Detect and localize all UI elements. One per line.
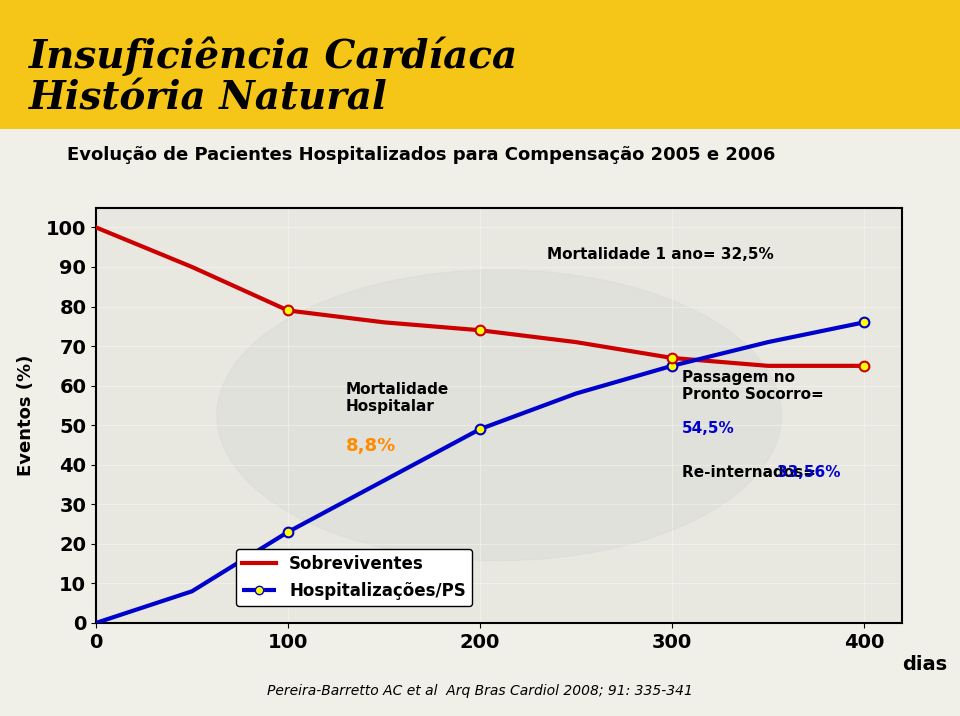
Sobreviventes xyxy=(474,326,486,334)
Hospitalizações/PS xyxy=(378,476,390,485)
Hospitalizações/PS xyxy=(90,619,102,627)
Sobreviventes xyxy=(282,306,294,315)
Text: Pereira-Barretto AC et al  Arq Bras Cardiol 2008; 91: 335-341: Pereira-Barretto AC et al Arq Bras Cardi… xyxy=(267,684,693,698)
Text: Passagem no
Pronto Socorro=: Passagem no Pronto Socorro= xyxy=(682,369,828,402)
Line: Sobreviventes: Sobreviventes xyxy=(96,228,864,366)
Text: Evolução de Pacientes Hospitalizados para Compensação 2005 e 2006: Evolução de Pacientes Hospitalizados par… xyxy=(67,145,776,164)
Text: Insuficiência Cardíaca: Insuficiência Cardíaca xyxy=(29,36,518,76)
Y-axis label: Eventos (%): Eventos (%) xyxy=(16,354,35,476)
Hospitalizações/PS xyxy=(858,318,870,326)
Line: Hospitalizações/PS: Hospitalizações/PS xyxy=(96,322,864,623)
Text: Mortalidade
Hospitalar: Mortalidade Hospitalar xyxy=(346,382,449,414)
Text: 33,56%: 33,56% xyxy=(777,465,840,480)
Text: Mortalidade 1 ano= 32,5%: Mortalidade 1 ano= 32,5% xyxy=(547,247,774,262)
Sobreviventes xyxy=(186,263,198,271)
Hospitalizações/PS xyxy=(186,587,198,596)
Text: Mortalidade 1 ano=: Mortalidade 1 ano= xyxy=(547,247,704,262)
Hospitalizações/PS xyxy=(762,338,774,347)
Sobreviventes xyxy=(666,354,678,362)
Sobreviventes xyxy=(570,338,582,347)
Sobreviventes xyxy=(762,362,774,370)
Hospitalizações/PS xyxy=(570,390,582,398)
Text: dias: dias xyxy=(902,654,948,674)
Text: 8,8%: 8,8% xyxy=(346,437,396,455)
Hospitalizações/PS xyxy=(474,425,486,433)
Sobreviventes xyxy=(90,223,102,232)
Text: História Natural: História Natural xyxy=(29,80,388,118)
Text: Re-internados=: Re-internados= xyxy=(682,465,821,480)
Sobreviventes xyxy=(378,318,390,326)
Hospitalizações/PS xyxy=(666,362,678,370)
Circle shape xyxy=(217,270,781,561)
Legend: Sobreviventes, Hospitalizações/PS: Sobreviventes, Hospitalizações/PS xyxy=(235,548,472,606)
Sobreviventes xyxy=(858,362,870,370)
Hospitalizações/PS xyxy=(282,528,294,536)
Text: 54,5%: 54,5% xyxy=(682,421,734,436)
